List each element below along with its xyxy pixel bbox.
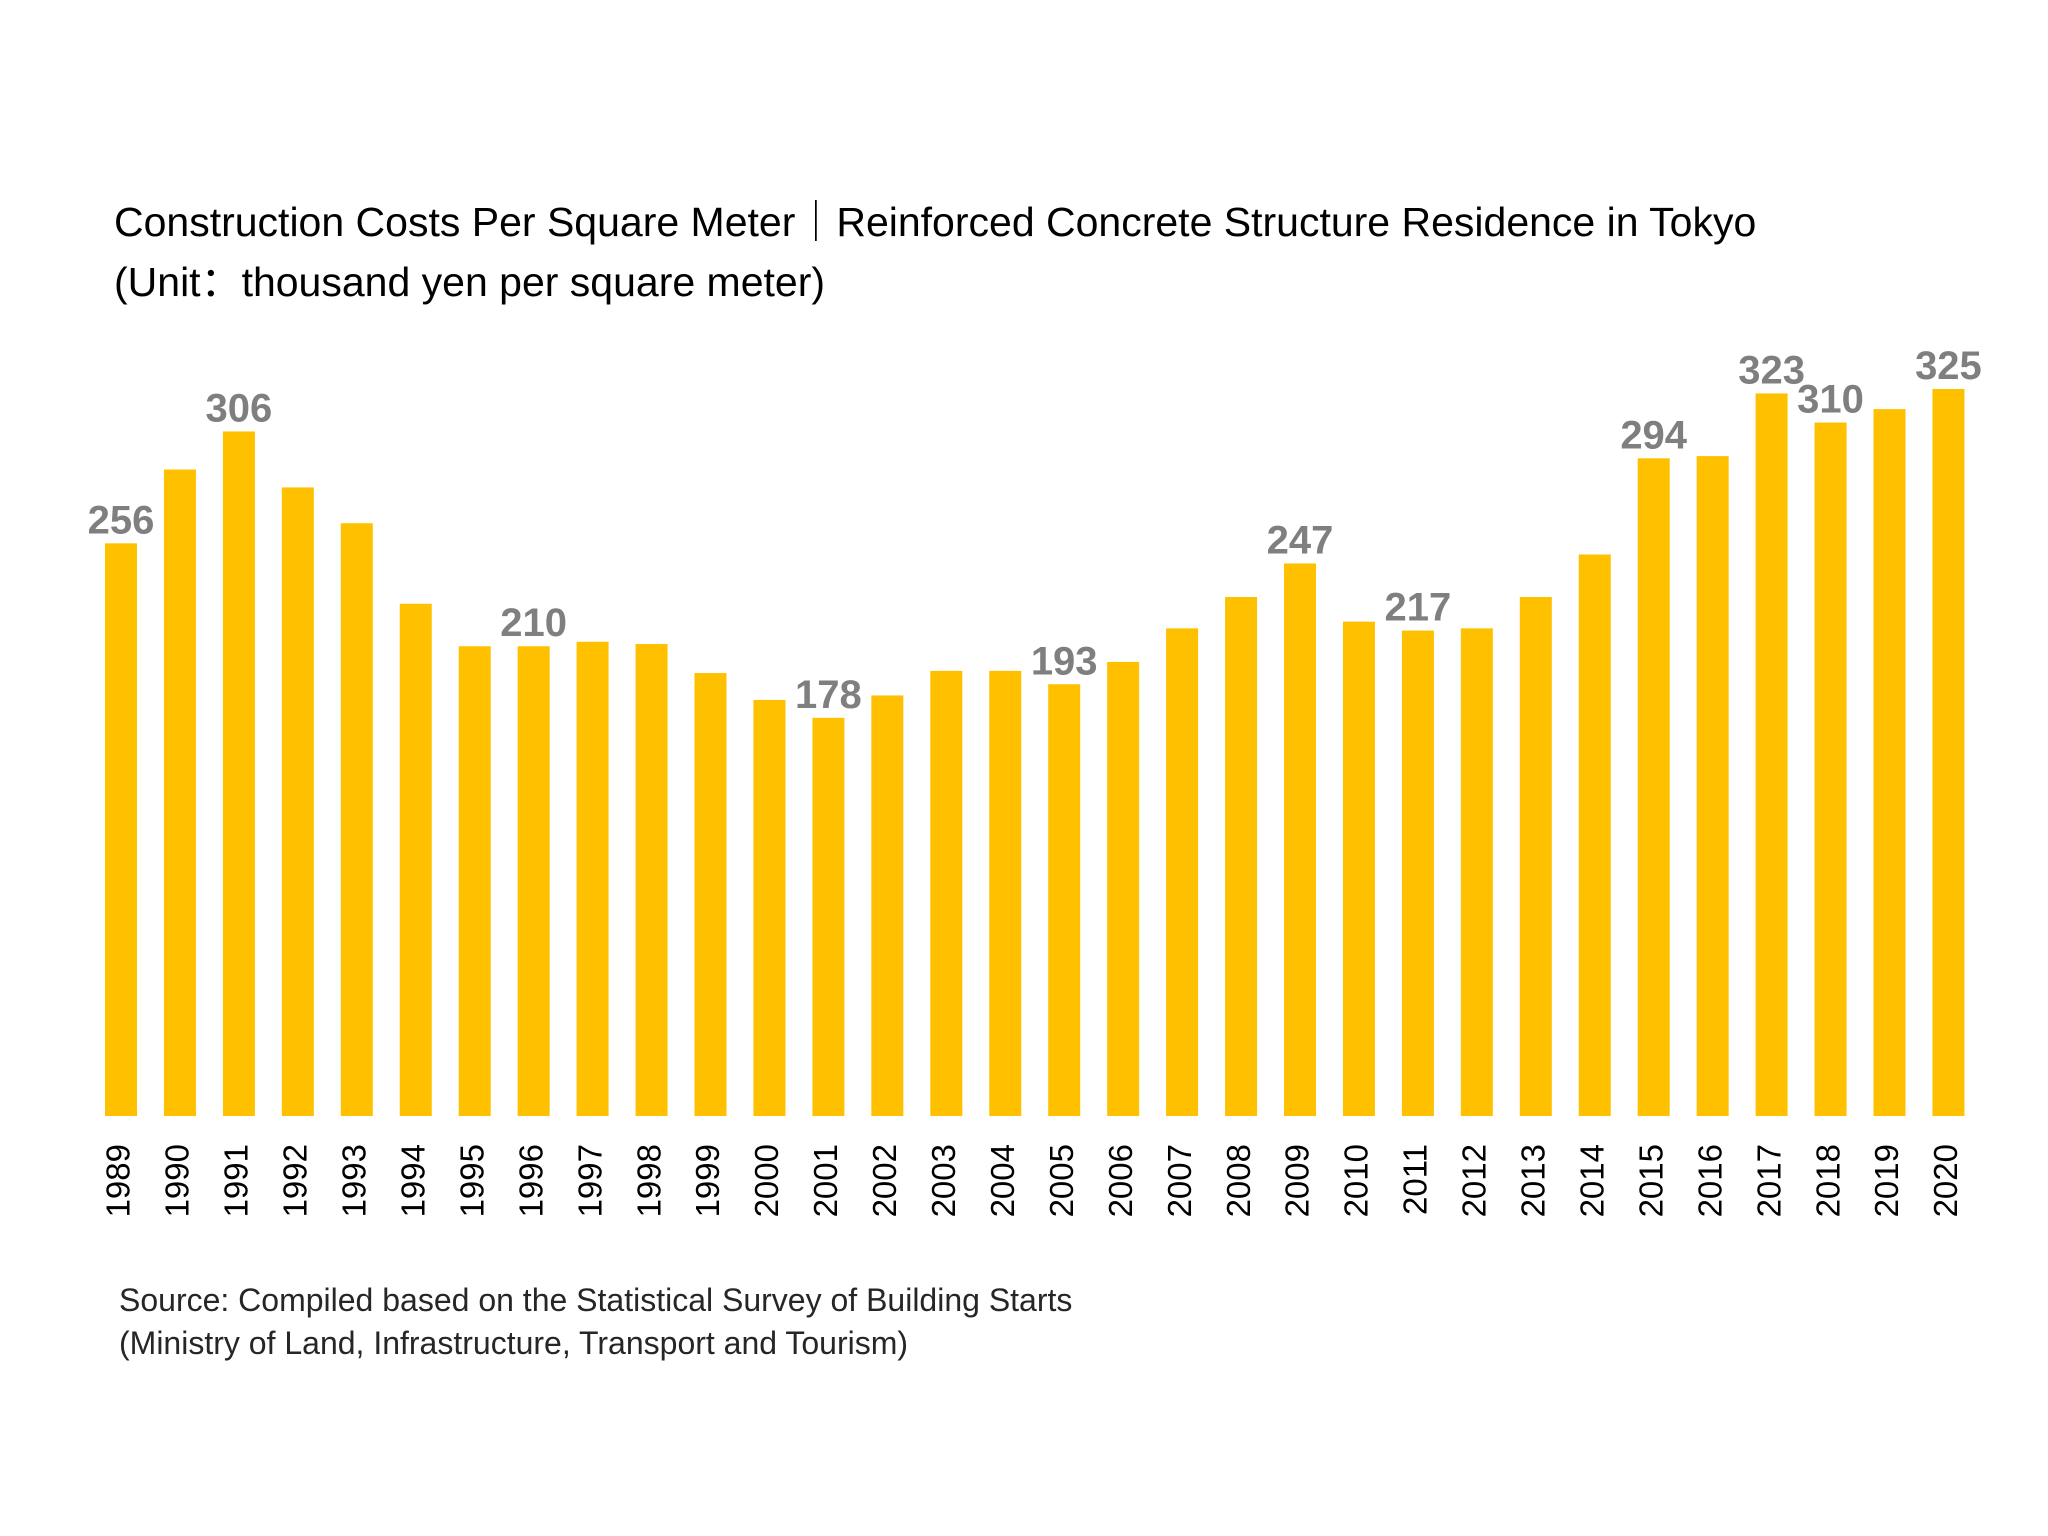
value-label: 193 bbox=[1031, 639, 1098, 683]
x-tick-label: 1989 bbox=[100, 1144, 137, 1217]
bar bbox=[989, 670, 1022, 1116]
x-tick-label: 1996 bbox=[512, 1144, 549, 1217]
bar bbox=[281, 487, 314, 1116]
bar bbox=[1873, 409, 1906, 1116]
bar bbox=[753, 699, 786, 1116]
value-label: 306 bbox=[206, 386, 273, 430]
x-tick-label: 1993 bbox=[336, 1144, 373, 1217]
bar bbox=[1696, 456, 1729, 1117]
x-tick-label: 1997 bbox=[571, 1144, 608, 1217]
x-tick-label: 1998 bbox=[630, 1144, 667, 1217]
value-label: 217 bbox=[1385, 586, 1452, 630]
x-tick-label: 2003 bbox=[925, 1144, 962, 1217]
x-tick-label: 2013 bbox=[1515, 1144, 1552, 1217]
value-label: 210 bbox=[500, 601, 567, 645]
value-label: 323 bbox=[1738, 348, 1805, 392]
value-label: 178 bbox=[795, 673, 862, 717]
bar bbox=[1401, 630, 1434, 1116]
x-tick-label: 2004 bbox=[984, 1144, 1021, 1217]
bar bbox=[1578, 554, 1611, 1116]
bar bbox=[222, 431, 255, 1116]
source-note: Source: Compiled based on the Statistica… bbox=[119, 1282, 1072, 1318]
x-tick-label: 2011 bbox=[1397, 1144, 1434, 1215]
x-tick-label: 2007 bbox=[1161, 1144, 1198, 1217]
value-label: 310 bbox=[1797, 378, 1864, 422]
bar bbox=[399, 603, 432, 1116]
x-tick-label: 2012 bbox=[1456, 1144, 1493, 1217]
bar bbox=[105, 543, 137, 1116]
x-tick-label: 2001 bbox=[807, 1144, 844, 1217]
chart-subtitle: (Unit：thousand yen per square meter) bbox=[114, 259, 825, 305]
x-tick-label: 2002 bbox=[866, 1144, 903, 1217]
x-tick-label: 2000 bbox=[748, 1144, 785, 1217]
x-tick-label: 1999 bbox=[689, 1144, 726, 1217]
x-tick-label: 2019 bbox=[1868, 1144, 1905, 1217]
bar bbox=[871, 695, 904, 1116]
bar bbox=[1225, 597, 1258, 1116]
bar bbox=[517, 646, 550, 1116]
bar bbox=[1814, 422, 1847, 1116]
bar bbox=[930, 670, 963, 1116]
bar bbox=[458, 646, 491, 1116]
value-label: 294 bbox=[1620, 413, 1687, 457]
bar bbox=[1342, 621, 1375, 1116]
source-note: (Ministry of Land, Infrastructure, Trans… bbox=[119, 1325, 908, 1361]
bar bbox=[576, 641, 609, 1116]
x-tick-label: 2020 bbox=[1927, 1144, 1964, 1217]
value-label: 256 bbox=[88, 498, 155, 542]
bar bbox=[340, 523, 373, 1116]
x-tick-label: 1994 bbox=[394, 1144, 431, 1217]
chart-title: Construction Costs Per Square Meter｜Rein… bbox=[114, 199, 1756, 245]
bar bbox=[1048, 684, 1081, 1116]
x-tick-label: 2014 bbox=[1573, 1144, 1610, 1217]
x-tick-label: 1995 bbox=[453, 1144, 490, 1217]
x-tick-label: 2009 bbox=[1279, 1144, 1316, 1217]
x-tick-label: 2016 bbox=[1691, 1144, 1728, 1217]
bar bbox=[1460, 628, 1493, 1116]
bar bbox=[694, 673, 727, 1116]
bar bbox=[1166, 628, 1199, 1116]
bar bbox=[635, 643, 668, 1116]
x-tick-label: 2018 bbox=[1809, 1144, 1846, 1217]
x-tick-label: 2005 bbox=[1043, 1144, 1080, 1217]
bar bbox=[1932, 388, 1965, 1117]
x-tick-label: 2010 bbox=[1338, 1144, 1375, 1217]
x-tick-label: 1991 bbox=[218, 1144, 255, 1217]
value-label: 325 bbox=[1915, 344, 1982, 388]
x-tick-label: 2008 bbox=[1220, 1144, 1257, 1217]
bar bbox=[1519, 597, 1552, 1116]
bar bbox=[163, 469, 196, 1117]
x-tick-label: 2006 bbox=[1102, 1144, 1139, 1217]
bar bbox=[1107, 661, 1140, 1116]
bar bbox=[812, 717, 845, 1116]
x-tick-label: 2015 bbox=[1632, 1144, 1669, 1217]
value-label: 247 bbox=[1267, 518, 1334, 562]
x-tick-label: 1992 bbox=[277, 1144, 314, 1217]
x-tick-label: 1990 bbox=[159, 1144, 196, 1217]
bar bbox=[1755, 393, 1788, 1117]
bar bbox=[1637, 458, 1670, 1116]
bar bbox=[1284, 563, 1316, 1116]
x-tick-label: 2017 bbox=[1750, 1144, 1787, 1217]
